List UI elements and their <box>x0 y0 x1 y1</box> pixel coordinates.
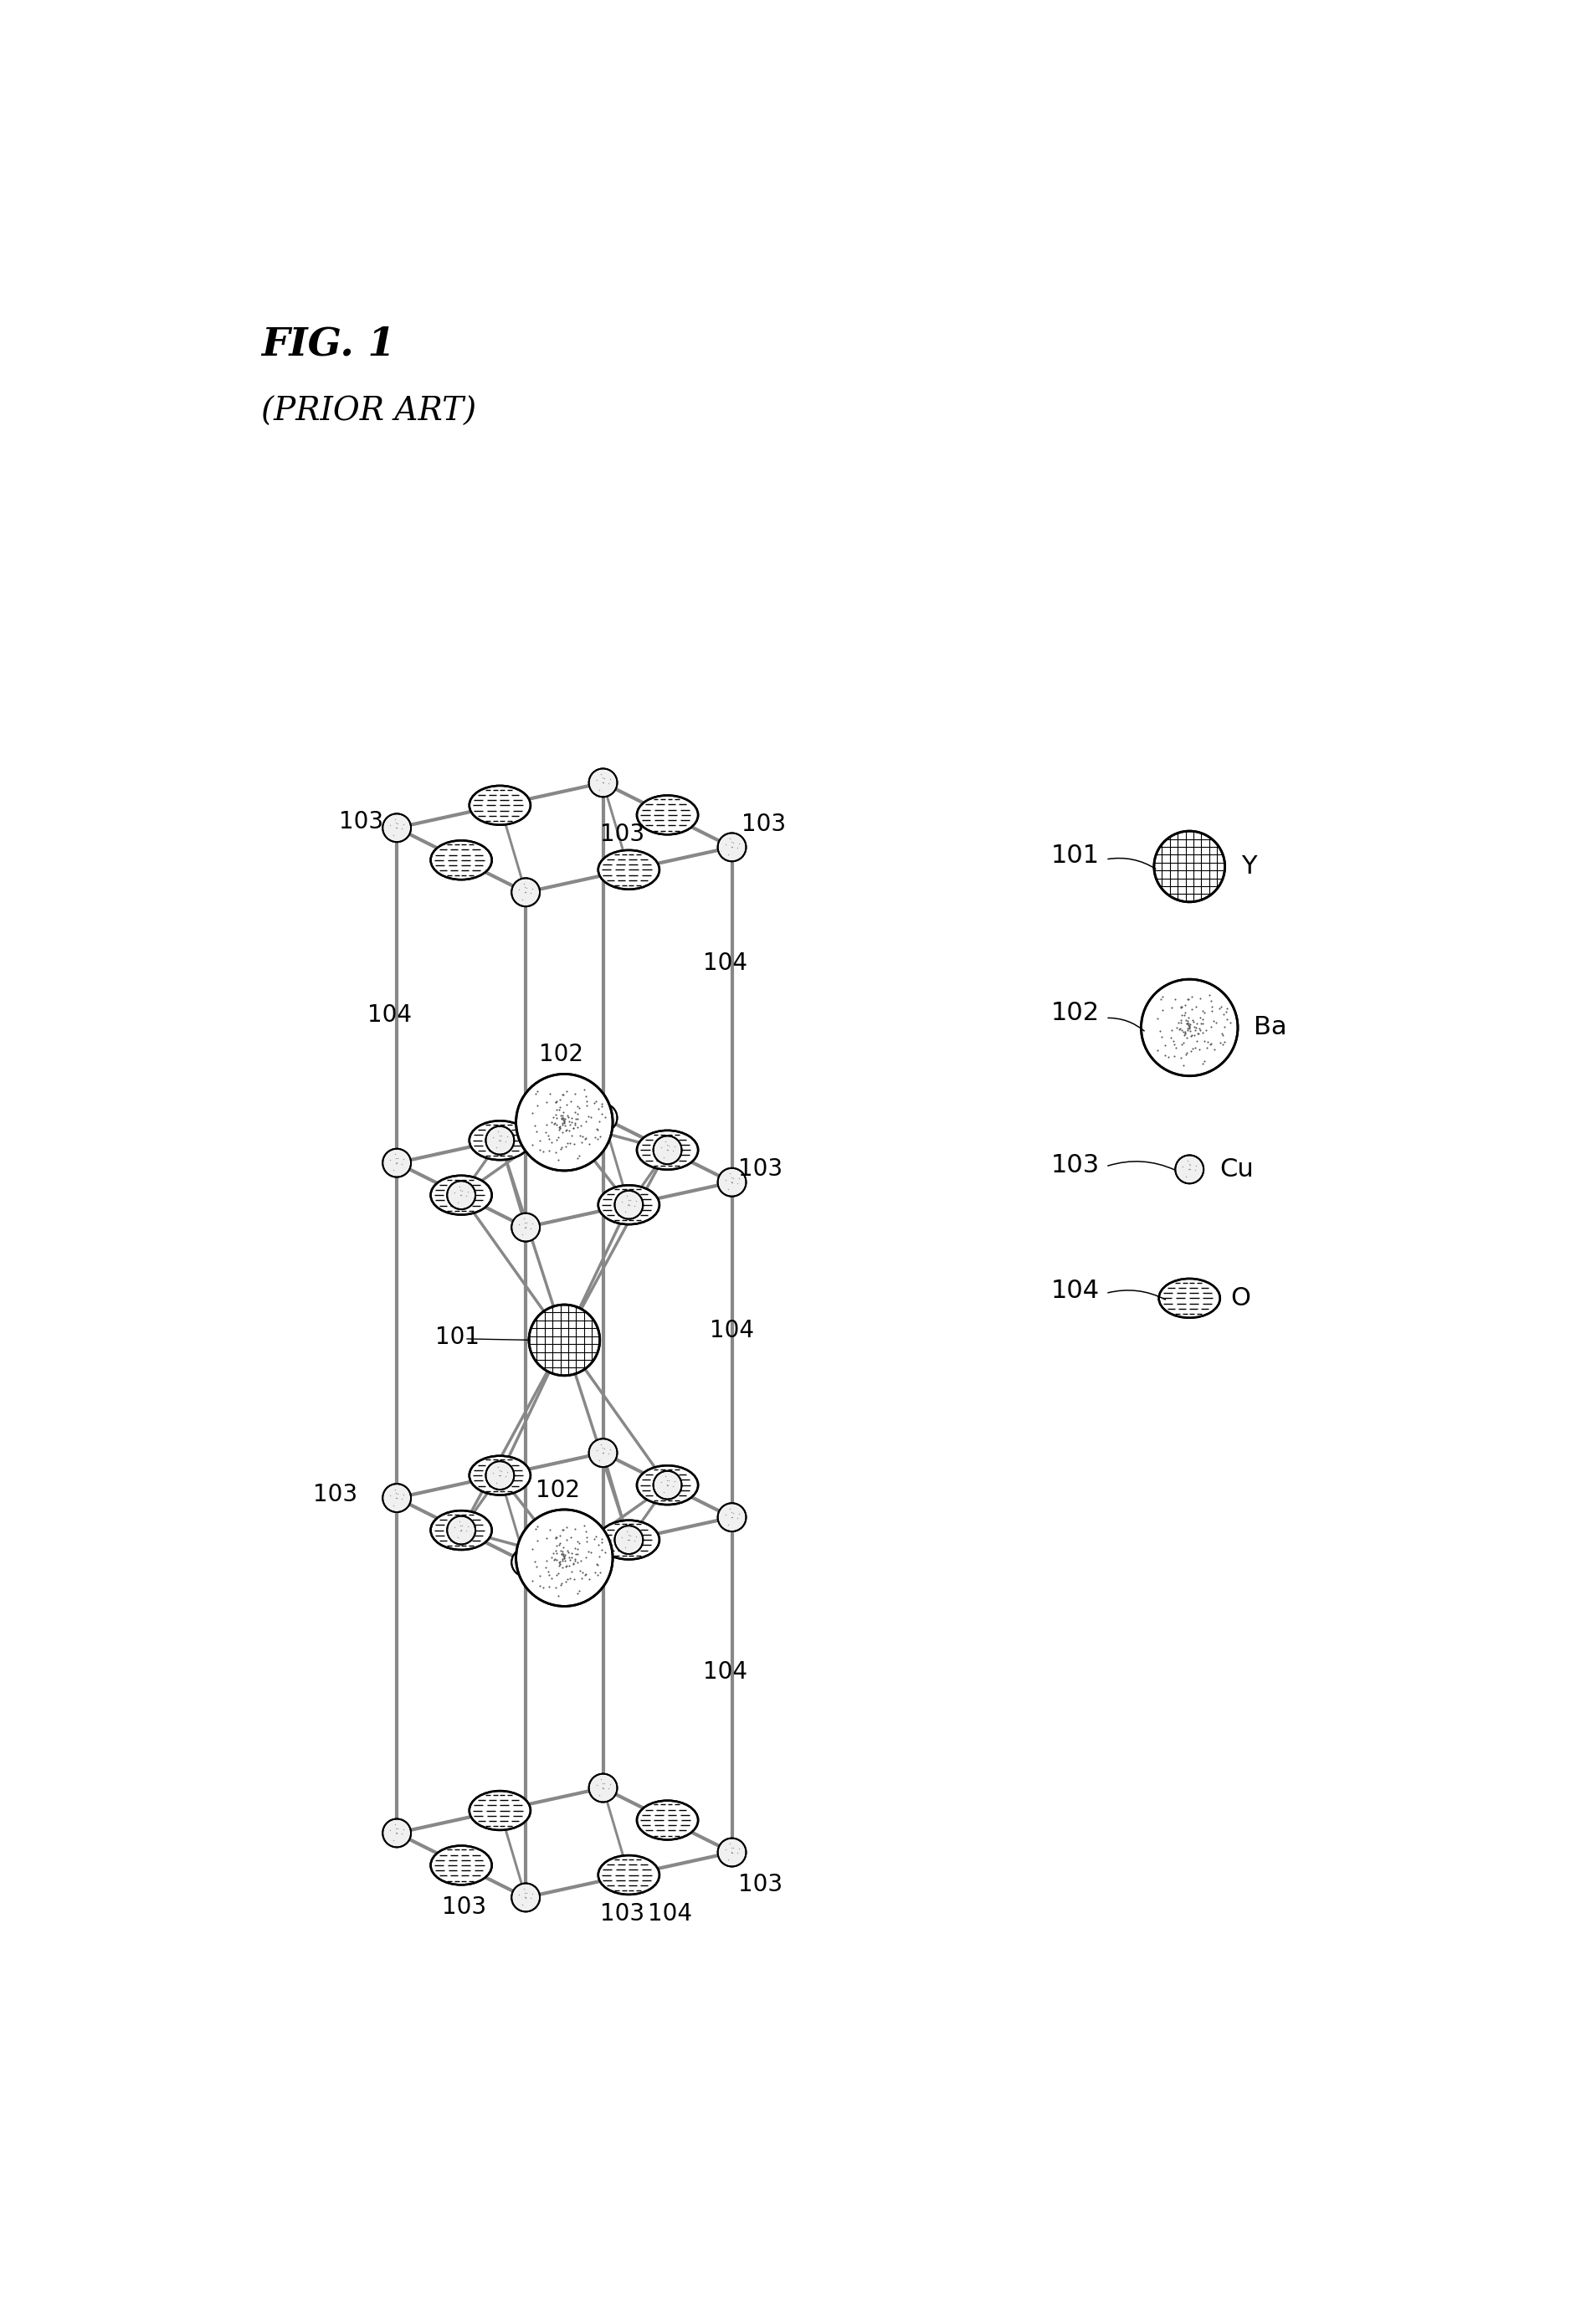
Text: 104: 104 <box>648 1901 693 1924</box>
Circle shape <box>383 814 412 842</box>
Circle shape <box>485 1462 514 1490</box>
Circle shape <box>383 1818 412 1848</box>
Circle shape <box>512 879 539 907</box>
Ellipse shape <box>637 1466 697 1506</box>
Text: 102: 102 <box>539 1043 583 1066</box>
Ellipse shape <box>637 796 697 835</box>
Ellipse shape <box>469 786 530 826</box>
Text: 103: 103 <box>338 810 383 833</box>
Circle shape <box>589 1103 618 1131</box>
Text: 101: 101 <box>436 1325 480 1348</box>
Ellipse shape <box>598 1520 659 1559</box>
Ellipse shape <box>598 1855 659 1894</box>
Ellipse shape <box>598 1184 659 1224</box>
Circle shape <box>512 1547 539 1577</box>
Text: 102: 102 <box>1050 1002 1100 1025</box>
Text: O: O <box>1231 1286 1250 1311</box>
Text: 103: 103 <box>739 1156 782 1182</box>
Circle shape <box>589 768 618 798</box>
Circle shape <box>614 1527 643 1554</box>
Ellipse shape <box>637 1800 697 1839</box>
Text: 101: 101 <box>1050 844 1100 867</box>
Circle shape <box>718 1839 745 1867</box>
Text: 104: 104 <box>702 1661 747 1684</box>
Circle shape <box>589 1439 618 1466</box>
Circle shape <box>485 1126 514 1154</box>
Text: 103: 103 <box>742 812 787 837</box>
Ellipse shape <box>431 1175 492 1214</box>
Circle shape <box>589 1774 618 1802</box>
Text: 104: 104 <box>709 1318 753 1342</box>
Text: 103: 103 <box>442 1894 487 1920</box>
Circle shape <box>516 1073 613 1170</box>
Circle shape <box>1175 1154 1203 1184</box>
Circle shape <box>512 1883 539 1911</box>
Circle shape <box>718 833 745 860</box>
Ellipse shape <box>431 840 492 879</box>
Ellipse shape <box>637 1131 697 1170</box>
Ellipse shape <box>431 1510 492 1550</box>
Text: Ba: Ba <box>1254 1015 1286 1041</box>
Text: 104: 104 <box>702 951 747 974</box>
Text: 103: 103 <box>313 1483 358 1506</box>
Text: 103: 103 <box>600 823 645 847</box>
Text: Cu: Cu <box>1219 1156 1254 1182</box>
Circle shape <box>653 1136 681 1163</box>
Ellipse shape <box>469 1122 530 1159</box>
Circle shape <box>718 1503 745 1531</box>
Ellipse shape <box>598 851 659 888</box>
Circle shape <box>447 1515 476 1545</box>
Text: 103: 103 <box>1050 1152 1100 1177</box>
Ellipse shape <box>469 1790 530 1830</box>
Text: Y: Y <box>1242 853 1256 879</box>
Ellipse shape <box>469 1455 530 1494</box>
Text: (PRIOR ART): (PRIOR ART) <box>262 396 477 428</box>
Circle shape <box>383 1485 412 1513</box>
Text: 104: 104 <box>1050 1279 1100 1302</box>
Circle shape <box>516 1510 613 1605</box>
Text: 104: 104 <box>367 1004 412 1027</box>
Circle shape <box>528 1305 600 1376</box>
Circle shape <box>1154 830 1224 902</box>
Circle shape <box>718 1168 745 1196</box>
Circle shape <box>383 1150 412 1177</box>
Circle shape <box>614 1191 643 1219</box>
Text: 103: 103 <box>600 1901 645 1924</box>
Circle shape <box>653 1471 681 1499</box>
Text: 103: 103 <box>739 1874 782 1897</box>
Circle shape <box>447 1182 476 1210</box>
Text: FIG. 1: FIG. 1 <box>262 326 396 363</box>
Text: 102: 102 <box>536 1478 579 1501</box>
Ellipse shape <box>431 1846 492 1885</box>
Circle shape <box>1141 978 1238 1076</box>
Circle shape <box>512 1214 539 1242</box>
Ellipse shape <box>1159 1279 1219 1318</box>
